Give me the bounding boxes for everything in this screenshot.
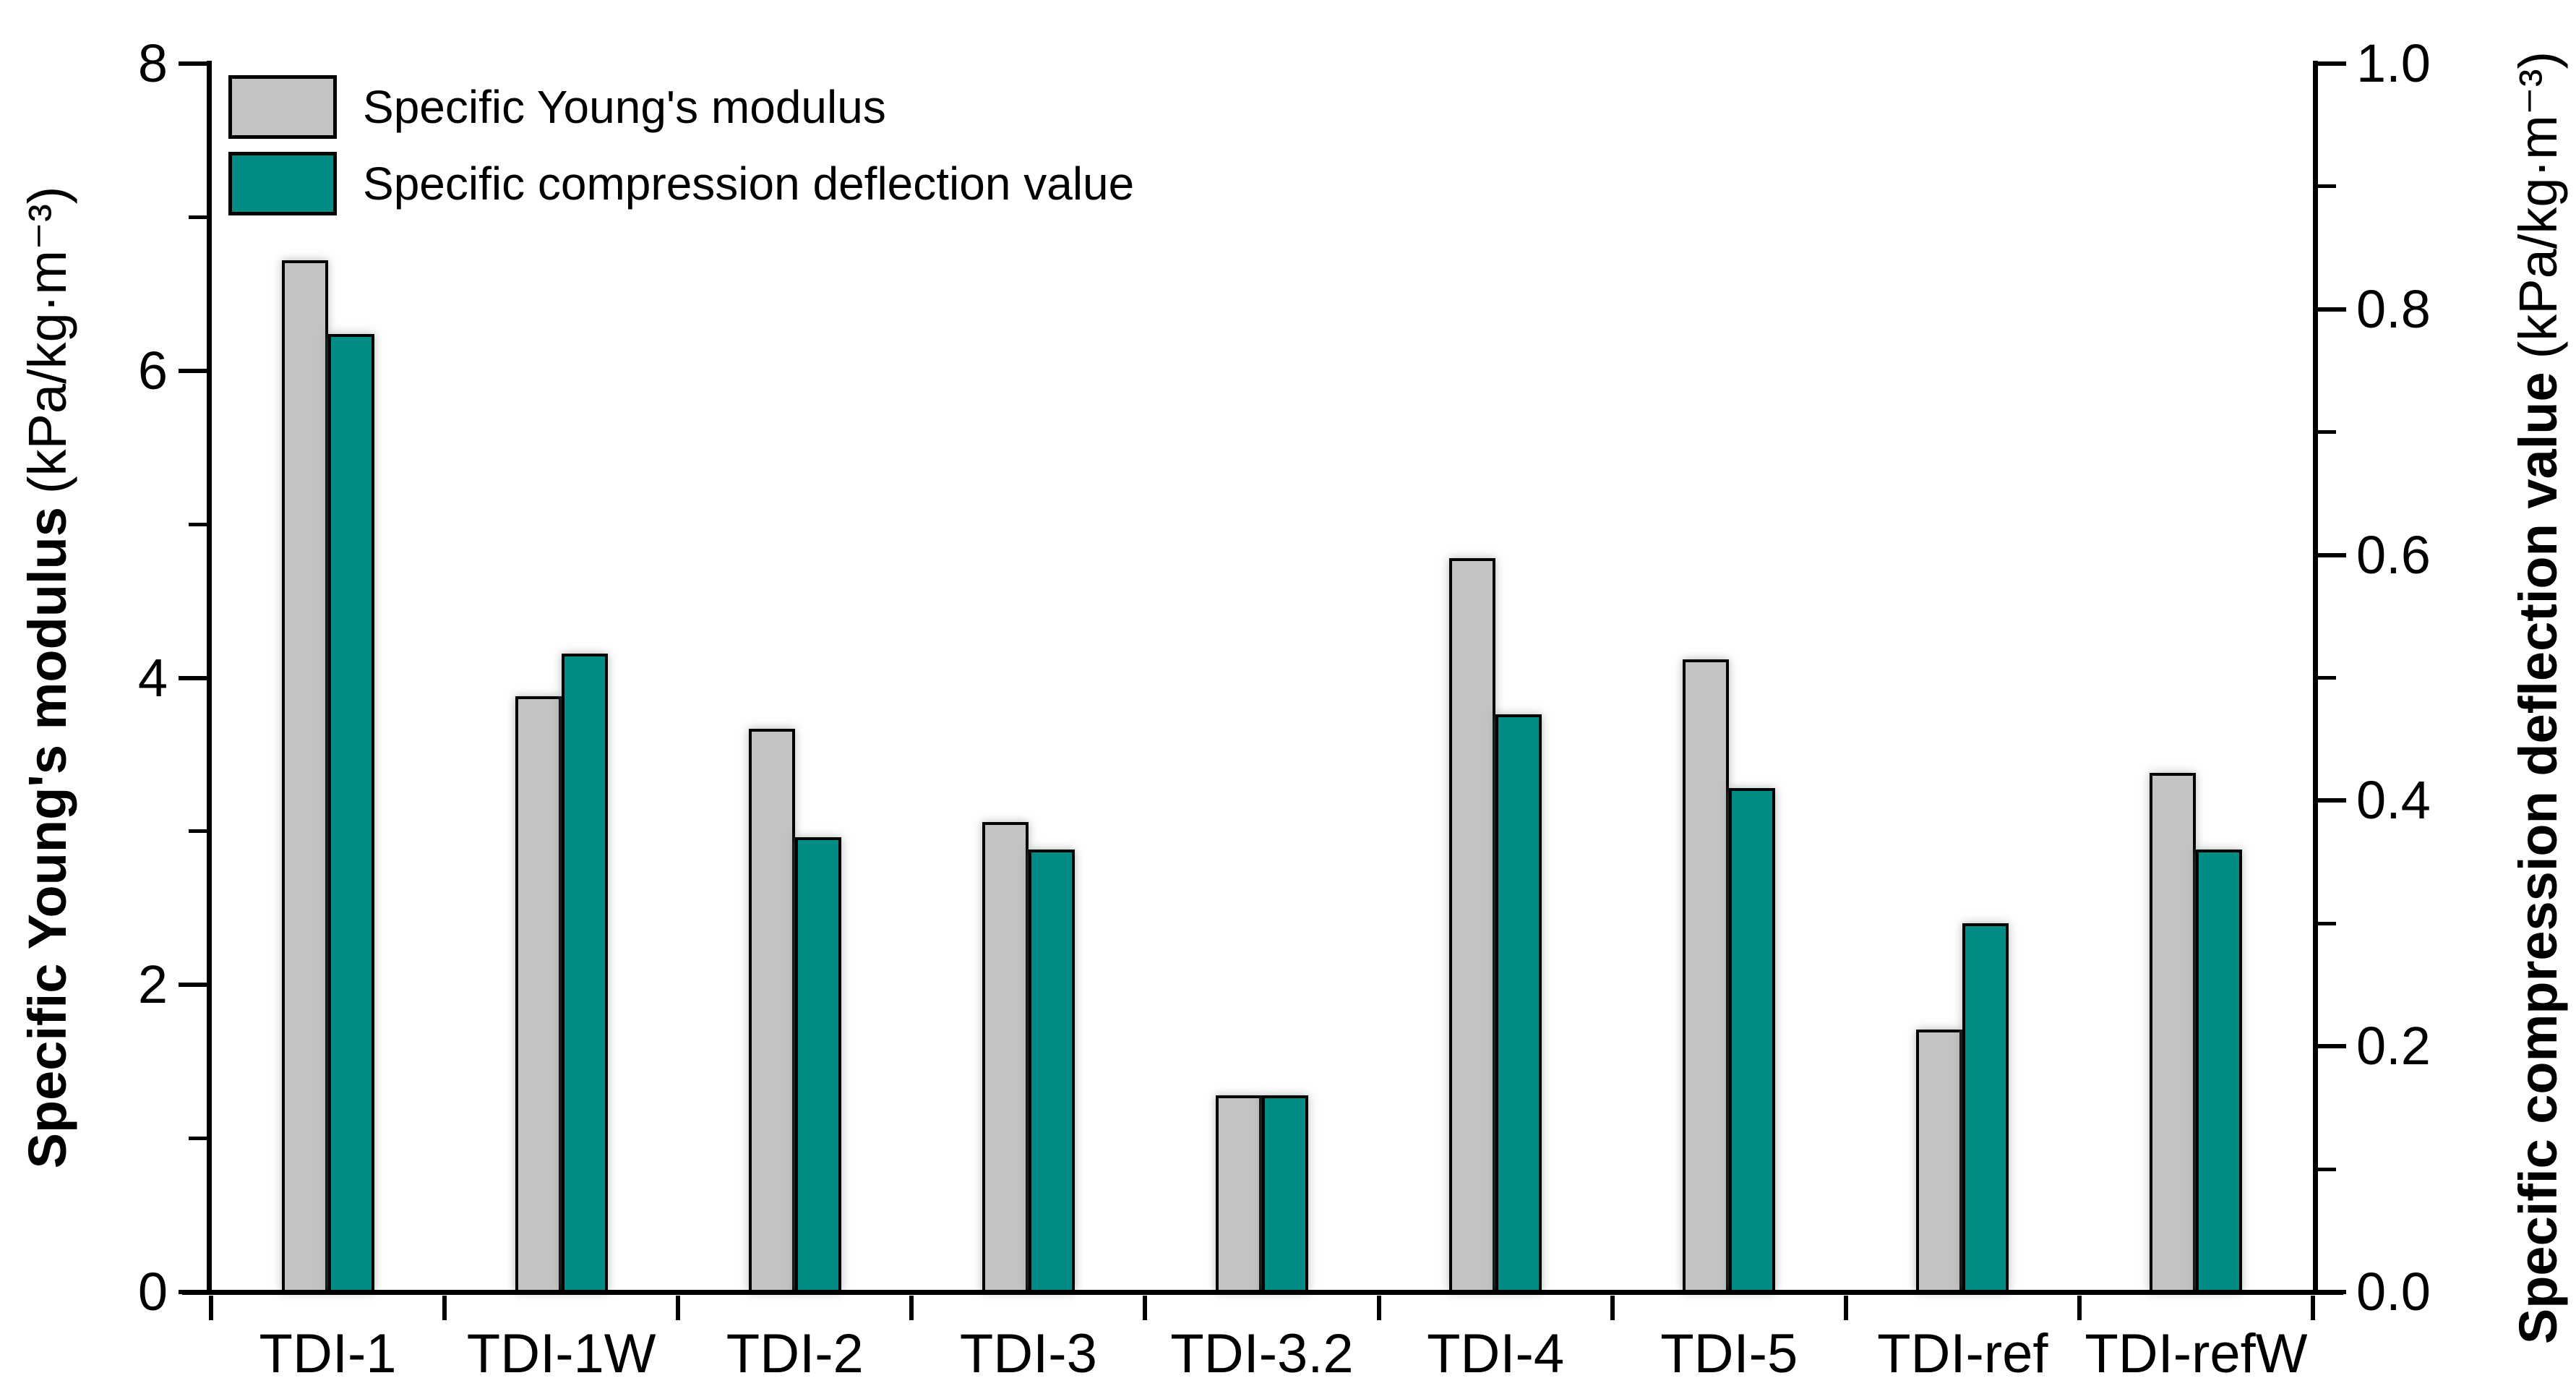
- bar-left-TDI-3.2: [1216, 1095, 1262, 1292]
- left-axis-major-tick: [179, 61, 207, 66]
- right-axis-tick-label: 0.8: [2356, 278, 2431, 339]
- x-axis-tick: [909, 1296, 914, 1320]
- bar-right-TDI-1W: [561, 653, 608, 1292]
- left-axis-major-tick: [179, 1290, 207, 1294]
- right-axis-tick-label: 0.0: [2356, 1262, 2431, 1322]
- right-axis-title: Specific compression deflection value (kP…: [2508, 51, 2568, 1344]
- right-axis-minor-tick: [2318, 676, 2336, 680]
- right-axis-tick-label: 0.4: [2356, 770, 2431, 831]
- legend-label-modulus: Specific Young's modulus: [363, 80, 886, 133]
- bar-left-TDI-refW: [2150, 773, 2197, 1292]
- right-axis-major-tick: [2318, 798, 2346, 803]
- bar-left-TDI-1: [281, 260, 328, 1292]
- x-axis-tick: [1610, 1296, 1615, 1320]
- bar-left-TDI-2: [748, 728, 795, 1292]
- x-category-label: TDI-3.2: [1170, 1323, 1354, 1385]
- left-axis-title-text: Specific Young's modulus: [17, 507, 77, 1169]
- x-axis-tick: [1843, 1296, 1848, 1320]
- legend-swatch-deflection: [228, 152, 337, 215]
- legend-label-deflection: Specific compression deflection value: [363, 157, 1135, 210]
- left-axis-tick-label: 6: [137, 340, 168, 401]
- left-axis-minor-tick: [189, 215, 207, 219]
- x-category-label: TDI-1W: [466, 1323, 656, 1385]
- left-axis-major-tick: [179, 368, 207, 373]
- bar-left-TDI-4: [1449, 557, 1496, 1292]
- right-axis-tick-label: 0.6: [2356, 524, 2431, 585]
- bar-right-TDI-1: [327, 333, 374, 1292]
- bar-right-TDI-refW: [2196, 850, 2243, 1292]
- bar-left-TDI-5: [1683, 659, 1730, 1292]
- right-axis-tick-label: 0.2: [2356, 1016, 2431, 1077]
- right-axis-major-tick: [2318, 307, 2346, 312]
- legend: Specific Young's modulus Specific compre…: [228, 75, 1134, 215]
- right-axis-minor-tick: [2318, 430, 2336, 435]
- bar-left-TDI-3: [982, 822, 1029, 1292]
- right-axis-major-tick: [2318, 1044, 2346, 1049]
- left-axis-minor-tick: [189, 1137, 207, 1141]
- right-axis-title-text: Specific compression deflection value: [2508, 372, 2568, 1345]
- left-axis-major-tick: [179, 675, 207, 680]
- right-axis-major-tick: [2318, 61, 2346, 66]
- x-category-label: TDI-4: [1427, 1323, 1565, 1385]
- x-axis-tick: [1376, 1296, 1381, 1320]
- bar-left-TDI-1W: [515, 696, 562, 1292]
- x-axis-tick: [209, 1296, 213, 1320]
- legend-item-deflection: Specific compression deflection value: [228, 152, 1134, 215]
- left-axis-tick-label: 2: [137, 954, 168, 1015]
- right-axis-minor-tick: [2318, 184, 2336, 189]
- plot-area: 0 2 4 6 8 0.0 0.2 0.4 0.6 0.8 1.0 TDI-1 TDI-1W TDI-2 T…: [138, 37, 2431, 1382]
- left-axis-tick-label: 8: [137, 33, 168, 93]
- x-category-label: TDI-ref: [1877, 1323, 2048, 1385]
- x-axis-line: [182, 1290, 2343, 1295]
- x-axis-tick: [442, 1296, 447, 1320]
- left-axis-major-tick: [179, 983, 207, 988]
- right-axis-tick-label: 1.0: [2356, 33, 2431, 93]
- bar-right-TDI-3.2: [1262, 1095, 1308, 1292]
- left-axis-minor-tick: [189, 522, 207, 526]
- x-axis-tick: [2311, 1296, 2315, 1320]
- right-axis-major-tick: [2318, 1290, 2346, 1294]
- legend-swatch-modulus: [228, 75, 337, 139]
- left-axis-title-unit: (kPa/kg·m⁻³): [17, 186, 77, 495]
- bar-right-TDI-2: [794, 837, 841, 1292]
- x-axis-tick: [676, 1296, 681, 1320]
- bar-left-TDI-ref: [1916, 1029, 1963, 1292]
- x-category-label: TDI-1: [259, 1323, 397, 1385]
- right-axis-major-tick: [2318, 552, 2346, 557]
- left-axis-tick-label: 0: [137, 1262, 168, 1322]
- x-category-label: TDI-2: [726, 1323, 864, 1385]
- x-axis-tick: [2077, 1296, 2082, 1320]
- bar-right-TDI-4: [1495, 714, 1542, 1292]
- left-axis-title: Specific Young's modulus (kPa/kg·m⁻³): [17, 187, 77, 1169]
- x-axis-tick: [1143, 1296, 1148, 1320]
- left-axis-tick-label: 4: [137, 647, 168, 708]
- left-axis-minor-tick: [189, 829, 207, 834]
- right-axis-minor-tick: [2318, 921, 2336, 925]
- right-axis-title-unit: (kPa/kg·m⁻³): [2508, 51, 2568, 359]
- x-category-label: TDI-3: [959, 1323, 1097, 1385]
- bar-right-TDI-ref: [1962, 923, 2009, 1292]
- x-category-label: TDI-5: [1660, 1323, 1798, 1385]
- right-axis-minor-tick: [2318, 1167, 2336, 1171]
- right-axis-line: [2313, 61, 2318, 1295]
- bar-right-TDI-3: [1028, 850, 1075, 1292]
- x-category-label: TDI-refW: [2085, 1323, 2308, 1385]
- bar-right-TDI-5: [1729, 788, 1776, 1292]
- left-axis-line: [207, 61, 212, 1295]
- legend-item-modulus: Specific Young's modulus: [228, 75, 1134, 139]
